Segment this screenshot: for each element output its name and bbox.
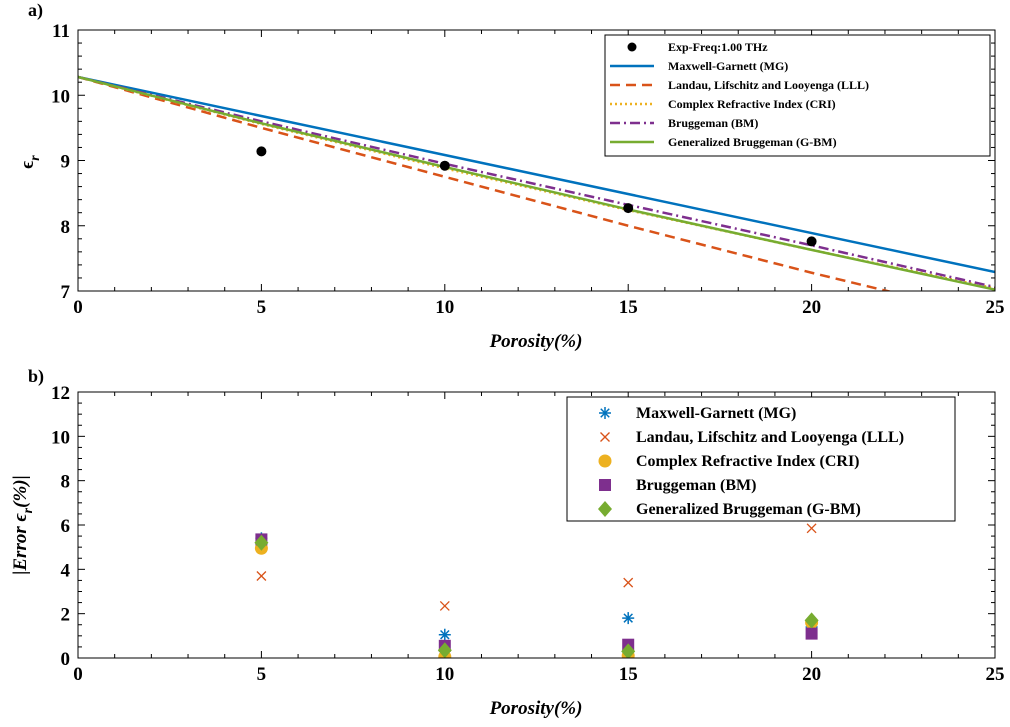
marker-generalized-bruggeman-g-bm [437,642,452,658]
legend-label: Landau, Lifschitz and Looyenga (LLL) [668,78,869,92]
panel-a-x-tick-label: 25 [986,297,1005,318]
panel-a-y-tick-label: 7 [61,282,71,303]
exp-point [623,203,634,214]
exp-point [439,160,450,171]
legend-label: Complex Refractive Index (CRI) [668,97,836,111]
svg-text:ϵr: ϵr [17,155,43,169]
legend-label: Maxwell-Garnett (MG) [668,59,788,73]
panel-a-y-tick-labels: 7 8 9 10 11 [51,21,71,303]
panel-b-y-axis-label: |Error ϵr(%)| [10,475,36,575]
legend-label: Landau, Lifschitz and Looyenga (LLL) [636,429,904,446]
panel-b-y-tick-label: 2 [61,605,71,626]
marker-generalized-bruggeman-g-bm [254,534,269,551]
panel-a-legend: Exp-Freq:1.00 THz Maxwell-Garnett (MG) Lan… [604,34,991,157]
legend-label: Complex Refractive Index (CRI) [636,453,860,470]
panel-a-x-axis-label: Porosity(%) [489,331,583,352]
panel-b-y-tick-label: 6 [61,516,71,537]
panel-a-chart: a) 0 5 10 15 20 25 7 8 9 10 11 Porosity(%) ϵr Exp… [17,0,1005,352]
panel-a-x-tick-label: 15 [619,297,638,318]
panel-a-x-tick-label: 5 [257,297,267,318]
panel-b-y-label-end: (%)| [10,475,31,508]
series-line-maxwell-garnett-mg [78,75,995,274]
panel-b-legend: Maxwell-Garnett (MG) Landau, Lifschitz an… [566,396,956,522]
legend-marker-landau-lifschitz-and-looyenga-lll [600,432,610,442]
marker-generalized-bruggeman-g-bm [804,612,819,629]
marker-maxwell-garnett-mg [622,612,635,625]
marker-landau-lifschitz-and-looyenga-lll [623,577,634,588]
panel-a-legend-box [604,34,991,157]
marker-landau-lifschitz-and-looyenga-lll [806,523,817,534]
panel-a-y-tick-label: 9 [61,152,71,173]
legend-marker-complex-refractive-index-cri [598,454,612,468]
legend-label: Bruggeman (BM) [636,477,756,494]
panel-b-x-tick-label: 5 [257,664,267,685]
marker-generalized-bruggeman-g-bm [621,643,636,658]
legend-label: Bruggeman (BM) [668,116,758,130]
marker-landau-lifschitz-and-looyenga-lll [439,600,450,611]
legend-marker-maxwell-garnett-mg [599,407,611,419]
legend-label: Generalized Bruggeman (G-BM) [636,501,861,518]
panel-a-y-axis-label: ϵr [17,155,43,169]
svg-text:|Error ϵr(%)|: |Error ϵr(%)| [10,475,36,575]
panel-b-y-tick-label: 4 [61,560,71,581]
panel-b-y-tick-label: 10 [51,427,70,448]
panel-b-y-tick-labels: 0 2 4 6 8 10 12 [51,383,71,670]
panel-a-y-label-sub: r [28,155,43,161]
marker-maxwell-garnett-mg [438,628,451,641]
panel-b-y-tick-label: 0 [61,649,71,670]
panel-a-y-tick-label: 8 [61,217,71,238]
panel-a-label: a) [28,0,43,21]
series-line-landau-lifschitz-and-looyenga-lll [78,75,893,291]
marker-bruggeman-bm [805,627,818,640]
panel-a-y-label-base: ϵ [17,161,38,169]
legend-label: Generalized Bruggeman (G-BM) [668,135,837,149]
legend-marker-generalized-bruggeman-g-bm [598,501,612,517]
panel-a-x-tick-labels: 0 5 10 15 20 25 [73,297,1004,318]
legend-marker-exp [627,42,637,52]
series-line-bruggeman-bm [78,75,995,289]
legend-marker-bruggeman-bm [599,479,611,491]
exp-point [256,146,267,157]
panel-b-y-label-base: |Error ϵ [10,513,31,575]
panel-b-y-tick-label: 8 [61,472,71,493]
panel-b-x-tick-labels: 0 5 10 15 20 25 [73,664,1004,685]
panel-b-label: b) [28,366,44,387]
panel-a-x-tick-label: 0 [73,297,83,318]
marker-landau-lifschitz-and-looyenga-lll [256,571,267,581]
panel-b-chart: b) 0 5 10 15 20 25 0 2 4 6 8 10 12 Porosity(%) |Err… [10,366,1005,719]
legend-label: Exp-Freq:1.00 THz [668,40,768,54]
panel-b-x-tick-label: 20 [802,664,821,685]
exp-point [806,236,817,247]
panel-b-axes-box [77,391,996,659]
panel-b-y-label-sub: r [21,507,36,513]
panel-a-x-tick-label: 20 [802,297,821,318]
panel-b-x-axis-label: Porosity(%) [489,698,583,719]
panel-b-legend-box [566,396,956,522]
panel-a-series-lines [78,75,995,291]
panel-a-x-tick-label: 10 [435,297,454,318]
panel-a-ticks [77,29,996,292]
panel-a-axes-box [77,29,996,292]
panel-a-y-tick-label: 10 [51,86,70,107]
panel-a-y-tick-label: 11 [52,21,70,42]
panel-b-x-tick-label: 15 [619,664,638,685]
legend-label: Maxwell-Garnett (MG) [636,405,796,422]
panel-b-x-tick-label: 0 [73,664,83,685]
panel-a-experimental-points [256,146,817,247]
panel-b-x-tick-label: 10 [435,664,454,685]
series-line-generalized-bruggeman-g-bm [78,75,995,291]
panel-b-x-tick-label: 25 [986,664,1005,685]
panel-b-markers [254,523,819,658]
panel-b-y-tick-label: 12 [51,383,70,404]
